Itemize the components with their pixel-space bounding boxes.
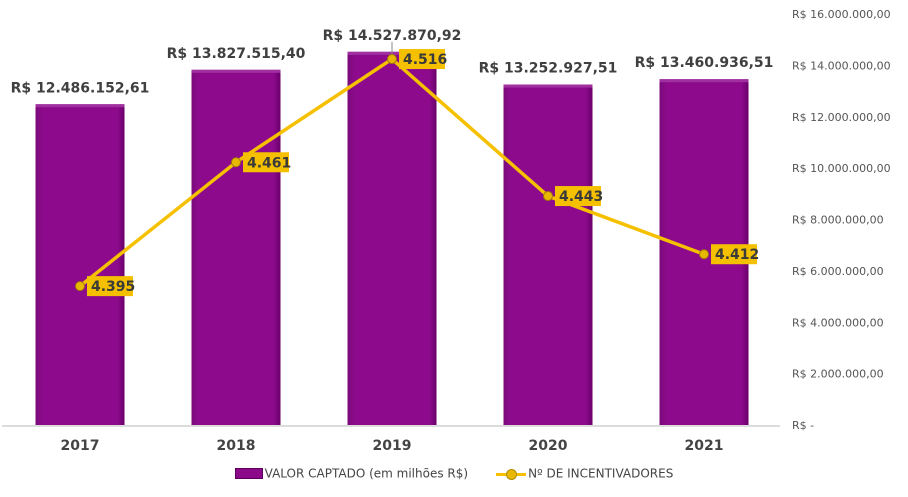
y-tick-label: R$ 14.000.000,00 bbox=[792, 59, 891, 72]
bar-data-label: R$ 13.252.927,51 bbox=[479, 61, 618, 77]
bar-top-2017 bbox=[35, 104, 125, 108]
y-tick-label: R$ 4.000.000,00 bbox=[792, 316, 884, 329]
bar-top-2021 bbox=[659, 79, 749, 83]
y-tick-label: R$ 10.000.000,00 bbox=[792, 162, 891, 175]
bar-data-label: R$ 13.460.936,51 bbox=[635, 55, 774, 71]
line-label-bg bbox=[555, 186, 601, 207]
line-point bbox=[699, 249, 709, 260]
bar-2018 bbox=[191, 69, 281, 425]
legend-line-label: Nº DE INCENTIVADORES bbox=[528, 466, 674, 481]
line-point bbox=[387, 54, 397, 65]
bar-data-label: R$ 14.527.870,92 bbox=[323, 28, 462, 44]
line-label-bg bbox=[243, 152, 289, 173]
legend-bar-swatch bbox=[234, 468, 263, 479]
x-tick-label: 2018 bbox=[217, 438, 256, 454]
legend-bar-label: VALOR CAPTADO (em milhões R$) bbox=[264, 466, 469, 481]
line-data-label: 4.412 bbox=[715, 247, 759, 263]
bar-top-2020 bbox=[503, 84, 593, 88]
line-label-bg bbox=[399, 49, 445, 70]
bar-data-label: R$ 12.486.152,61 bbox=[11, 80, 150, 96]
line-data-label: 4.443 bbox=[559, 189, 603, 205]
line-point bbox=[543, 191, 553, 202]
bar-2019 bbox=[347, 51, 437, 426]
y-tick-label: R$ 6.000.000,00 bbox=[792, 265, 884, 278]
x-tick-label: 2019 bbox=[373, 438, 412, 454]
x-tick-label: 2017 bbox=[61, 438, 100, 454]
y-tick-label: R$ 12.000.000,00 bbox=[792, 111, 891, 124]
y-tick-label: R$ - bbox=[792, 419, 814, 432]
line-data-label: 4.516 bbox=[403, 52, 447, 68]
legend-line-swatch bbox=[496, 468, 527, 480]
bar-2020 bbox=[503, 84, 593, 425]
bar-2017 bbox=[35, 104, 125, 425]
x-tick-label: 2021 bbox=[685, 438, 724, 454]
y-tick-label: R$ 16.000.000,00 bbox=[792, 8, 891, 21]
bar-top-2018 bbox=[191, 69, 281, 73]
line-label-bg bbox=[87, 276, 133, 297]
line-data-label: 4.461 bbox=[247, 155, 291, 171]
line-point bbox=[231, 157, 241, 168]
bar-data-label: R$ 13.827.515,40 bbox=[167, 46, 306, 62]
y-tick-label: R$ 2.000.000,00 bbox=[792, 368, 884, 381]
line-label-bg bbox=[711, 244, 757, 265]
line-point bbox=[75, 281, 85, 292]
y-tick-label: R$ 8.000.000,00 bbox=[792, 214, 884, 227]
legend: VALOR CAPTADO (em milhões R$) Nº DE INCEN… bbox=[0, 466, 908, 481]
line-data-label: 4.395 bbox=[91, 279, 135, 295]
x-tick-label: 2020 bbox=[529, 438, 568, 454]
